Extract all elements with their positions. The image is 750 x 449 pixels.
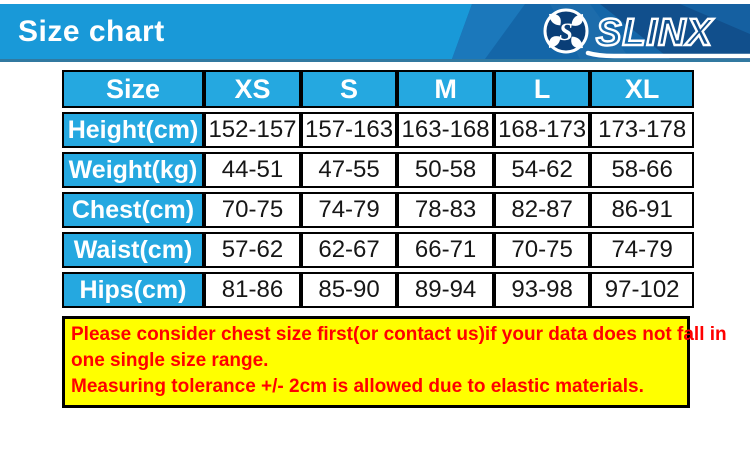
table-row: Hips(cm) 81-86 85-90 89-94 93-98 97-102 (62, 272, 695, 308)
table-header-row: Size XS S M L XL (62, 70, 695, 108)
wordmark-underline (585, 50, 750, 59)
row-label: Weight(kg) (62, 152, 204, 188)
size-value-cell: 168-173 (494, 112, 591, 148)
column-header: XS (204, 70, 301, 108)
size-value-cell: 85-90 (301, 272, 398, 308)
emblem-letter: S (559, 19, 573, 46)
table-row: Weight(kg) 44-51 47-55 50-58 54-62 58-66 (62, 152, 695, 188)
row-label: Waist(cm) (62, 232, 204, 268)
table-row: Waist(cm) 57-62 62-67 66-71 70-75 74-79 (62, 232, 695, 268)
brand-emblem-icon: S (543, 8, 589, 54)
size-table-head: Size XS S M L XL (62, 70, 695, 108)
size-value-cell: 54-62 (494, 152, 591, 188)
size-value-cell: 74-79 (590, 232, 695, 268)
size-value-cell: 66-71 (397, 232, 495, 268)
note-line: Please consider chest size first(or cont… (71, 324, 727, 345)
note-line: one single size range. (71, 350, 269, 371)
size-value-cell: 70-75 (494, 232, 591, 268)
size-value-cell: 86-91 (590, 192, 695, 228)
column-header: L (494, 70, 591, 108)
size-value-cell: 173-178 (590, 112, 695, 148)
notes-box: Please consider chest size first(or cont… (62, 316, 727, 408)
column-header: M (397, 70, 495, 108)
size-table: Size XS S M L XL Height(cm) 152-157 157-163 163-… (62, 66, 695, 312)
row-label: Height(cm) (62, 112, 204, 148)
size-value-cell: 58-66 (590, 152, 695, 188)
size-value-cell: 152-157 (204, 112, 301, 148)
size-value-cell: 93-98 (494, 272, 591, 308)
row-label: Chest(cm) (62, 192, 204, 228)
table-row: Height(cm) 152-157 157-163 163-168 168-173 17… (62, 112, 695, 148)
size-value-cell: 62-67 (301, 232, 398, 268)
size-value-cell: 78-83 (397, 192, 495, 228)
note-line: Measuring tolerance +/- 2cm is allowed d… (71, 376, 644, 397)
size-value-cell: 97-102 (590, 272, 695, 308)
size-value-cell: 74-79 (301, 192, 398, 228)
size-value-cell: 70-75 (204, 192, 301, 228)
header-bar: Size chart (0, 4, 750, 62)
row-label: Hips(cm) (62, 272, 204, 308)
size-table-body: Height(cm) 152-157 157-163 163-168 168-173 17… (62, 112, 695, 308)
size-value-cell: 57-62 (204, 232, 301, 268)
column-header: Size (62, 70, 204, 108)
logo-panel-facets (452, 4, 750, 59)
brand-wordmark: SLINX (596, 12, 715, 54)
size-value-cell: 50-58 (397, 152, 495, 188)
size-value-cell: 47-55 (301, 152, 398, 188)
size-value-cell: 163-168 (397, 112, 495, 148)
size-value-cell: 157-163 (301, 112, 398, 148)
page-title: Size chart (18, 15, 165, 48)
size-value-cell: 44-51 (204, 152, 301, 188)
size-value-cell: 81-86 (204, 272, 301, 308)
size-value-cell: 89-94 (397, 272, 495, 308)
table-row: Chest(cm) 70-75 74-79 78-83 82-87 86-91 (62, 192, 695, 228)
column-header: XL (590, 70, 695, 108)
column-header: S (301, 70, 398, 108)
size-value-cell: 82-87 (494, 192, 591, 228)
brand-logo: S SLINX (452, 4, 750, 59)
